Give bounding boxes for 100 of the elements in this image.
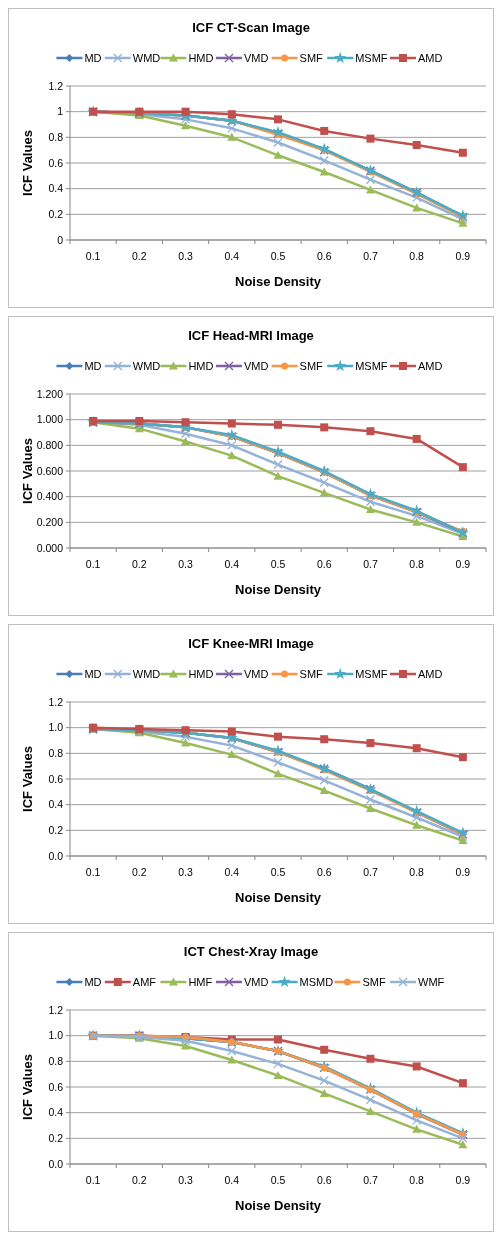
y-tick-label: 1.200 — [36, 387, 64, 400]
x-tick-label: 0.1 — [85, 558, 101, 570]
legend-label: WMD — [132, 51, 161, 64]
legend-label: MD — [84, 667, 102, 680]
x-tick-label: 0.7 — [363, 866, 378, 878]
x-tick-label: 0.4 — [224, 866, 240, 878]
legend-label: AMD — [418, 667, 443, 680]
x-tick-label: 0.3 — [178, 250, 194, 262]
x-axis-title: Noise Density — [235, 274, 322, 289]
y-tick-label: 0.0 — [48, 1157, 64, 1170]
chart-title: ICF Head-MRI Image — [188, 328, 314, 343]
x-tick-label: 0.7 — [363, 250, 378, 262]
x-tick-label: 0.5 — [270, 558, 286, 570]
legend-label: SMF — [362, 975, 386, 988]
y-tick-label: 0.6 — [48, 772, 64, 785]
x-tick-label: 0.5 — [270, 250, 286, 262]
x-tick-label: 0.8 — [409, 250, 425, 262]
x-tick-label: 0.2 — [132, 250, 147, 262]
x-tick-label: 0.2 — [132, 1174, 147, 1186]
y-tick-label: 1.000 — [36, 413, 64, 426]
x-tick-label: 0.3 — [178, 1174, 194, 1186]
x-axis-title: Noise Density — [235, 582, 322, 597]
legend-label: VMD — [244, 51, 269, 64]
y-tick-label: 1.2 — [48, 1003, 64, 1016]
y-axis-title: ICF Values — [20, 130, 35, 196]
y-tick-label: 1.2 — [48, 79, 64, 92]
chart-title: ICF Knee-MRI Image — [188, 636, 314, 651]
y-tick-label: 0.200 — [36, 516, 64, 529]
y-tick-label: 1.0 — [48, 1029, 64, 1042]
legend-label: WMD — [132, 667, 161, 680]
legend-label: VMD — [244, 667, 269, 680]
legend-label: MD — [84, 51, 102, 64]
x-tick-label: 0.9 — [455, 866, 471, 878]
x-tick-label: 0.5 — [270, 866, 286, 878]
legend-label: VMD — [244, 359, 269, 372]
legend-label: SMF — [299, 51, 324, 64]
y-tick-label: 0.4 — [48, 798, 64, 811]
x-tick-label: 0.6 — [316, 558, 332, 570]
y-tick-label: 0.2 — [48, 824, 64, 837]
y-tick-label: 0.400 — [36, 490, 64, 503]
y-tick-label: 0.000 — [36, 541, 64, 554]
y-tick-label: 0.8 — [48, 1055, 64, 1068]
x-tick-label: 0.1 — [85, 250, 101, 262]
x-tick-label: 0.1 — [85, 1174, 101, 1186]
x-tick-label: 0.4 — [224, 558, 240, 570]
chart-title: ICF CT-Scan Image — [192, 20, 310, 35]
x-tick-label: 0.4 — [224, 1174, 240, 1186]
x-tick-label: 0.3 — [178, 866, 194, 878]
legend-label: MSMF — [355, 51, 388, 64]
legend-label: SMF — [299, 667, 324, 680]
chart-title: ICT Chest-Xray Image — [183, 944, 319, 959]
y-axis-title: ICF Values — [20, 438, 35, 504]
legend-label: AMF — [132, 975, 157, 988]
y-tick-label: 1.2 — [48, 695, 64, 708]
legend-label: MSMD — [299, 975, 334, 988]
y-tick-label: 0.4 — [48, 182, 64, 195]
legend-label: MSMF — [355, 667, 388, 680]
x-axis-title: Noise Density — [235, 890, 322, 905]
x-tick-label: 0.4 — [224, 250, 240, 262]
legend-label: AMD — [418, 359, 443, 372]
y-tick-label: 1 — [57, 105, 64, 118]
y-tick-label: 0.800 — [36, 439, 64, 452]
x-tick-label: 0.3 — [178, 558, 194, 570]
x-tick-label: 0.9 — [455, 250, 471, 262]
legend-label: WMF — [418, 975, 445, 988]
y-tick-label: 0.2 — [48, 1132, 64, 1145]
x-tick-label: 0.8 — [409, 558, 425, 570]
x-tick-label: 0.9 — [455, 558, 471, 570]
y-tick-label: 0.6 — [48, 1080, 64, 1093]
y-axis-title: ICF Values — [20, 1054, 35, 1120]
x-tick-label: 0.8 — [409, 1174, 425, 1186]
y-tick-label: 0.2 — [48, 208, 64, 221]
y-tick-label: 0.600 — [36, 464, 64, 477]
y-tick-label: 0.0 — [48, 849, 64, 862]
x-tick-label: 0.8 — [409, 866, 425, 878]
legend-label: HMF — [188, 975, 213, 988]
legend-label: WMD — [132, 359, 161, 372]
x-tick-label: 0.7 — [363, 558, 378, 570]
y-tick-label: 0.4 — [48, 1106, 64, 1119]
x-tick-label: 0.6 — [316, 250, 332, 262]
legend-label: VMD — [244, 975, 269, 988]
y-tick-label: 1.0 — [48, 721, 64, 734]
legend-label: MSMF — [355, 359, 388, 372]
x-tick-label: 0.6 — [316, 1174, 332, 1186]
x-tick-label: 0.1 — [85, 866, 101, 878]
y-axis-title: ICF Values — [20, 746, 35, 812]
legend-label: SMF — [299, 359, 324, 372]
x-tick-label: 0.2 — [132, 558, 147, 570]
legend-label: AMD — [418, 51, 443, 64]
x-tick-label: 0.2 — [132, 866, 147, 878]
y-tick-label: 0.6 — [48, 156, 64, 169]
legend-label: MD — [84, 975, 102, 988]
y-tick-label: 0.8 — [48, 131, 64, 144]
x-tick-label: 0.9 — [455, 1174, 471, 1186]
legend-label: HMD — [188, 667, 214, 680]
x-tick-label: 0.6 — [316, 866, 332, 878]
x-tick-label: 0.7 — [363, 1174, 378, 1186]
legend-label: HMD — [188, 51, 214, 64]
y-tick-label: 0.8 — [48, 747, 64, 760]
x-tick-label: 0.5 — [270, 1174, 286, 1186]
